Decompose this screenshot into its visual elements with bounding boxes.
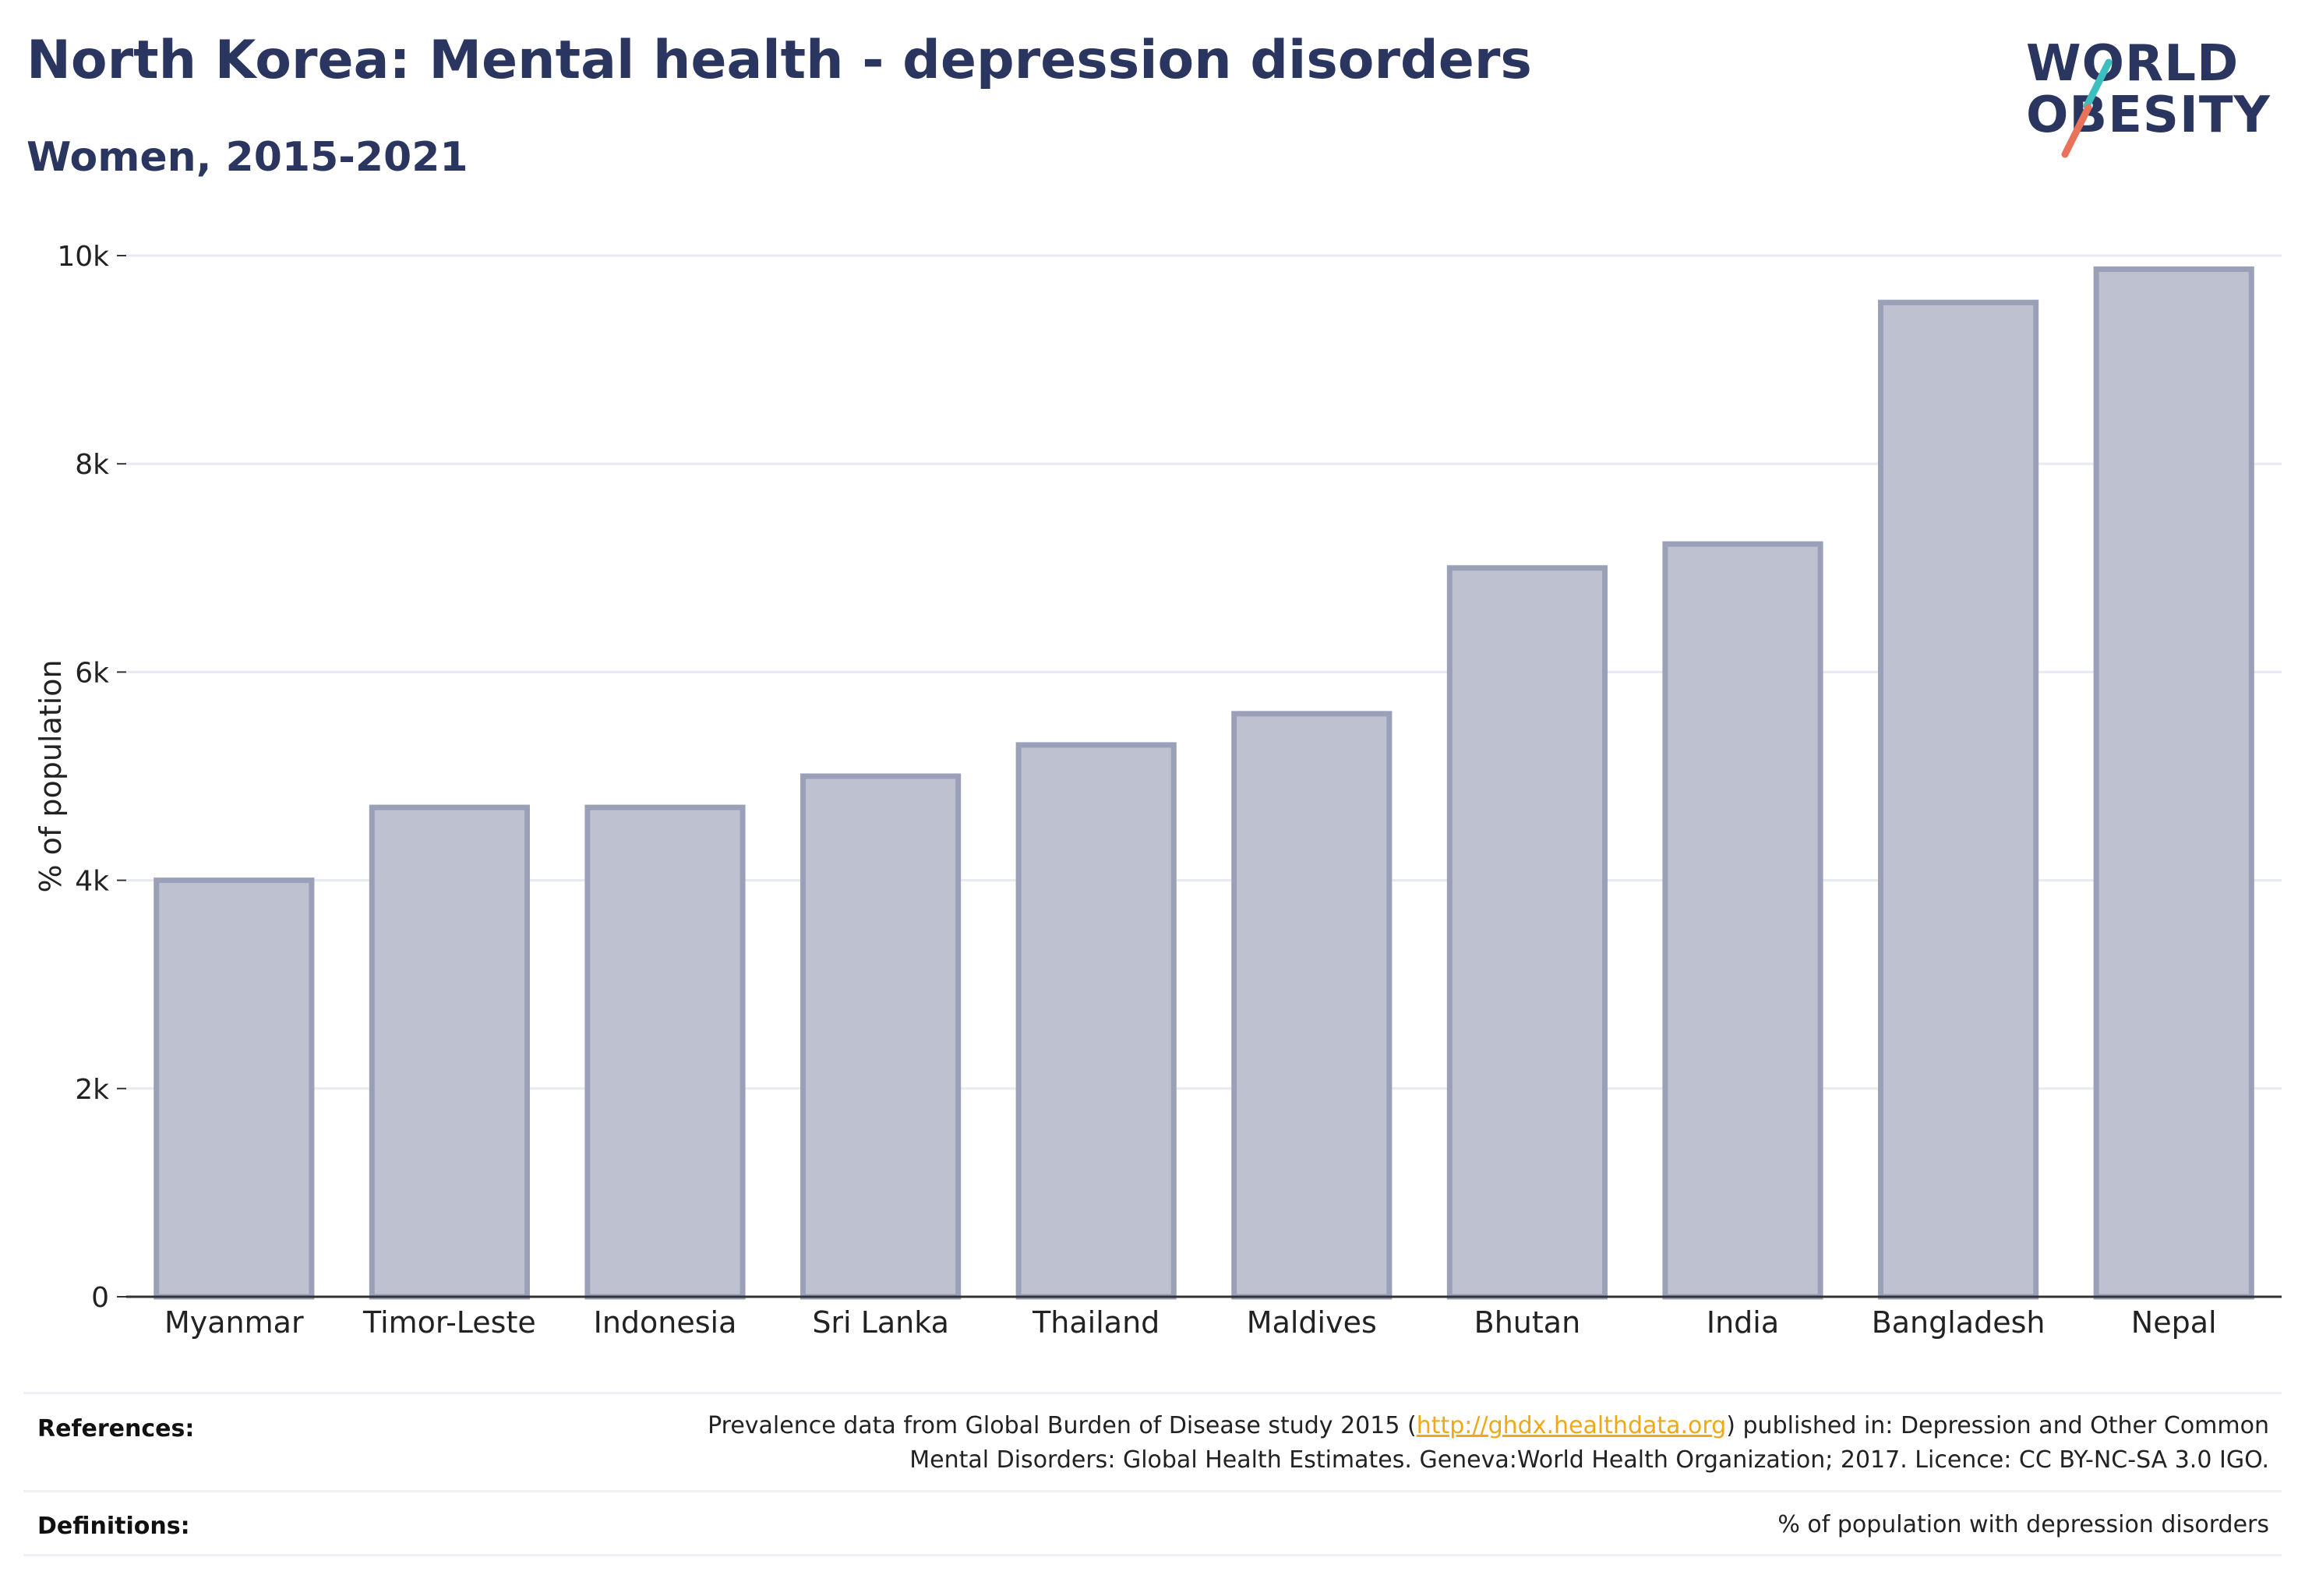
bar-bhutan: [1446, 565, 1608, 1300]
bar-nepal: [2093, 266, 2254, 1300]
definitions-label: Definitions:: [37, 1513, 190, 1540]
footer-divider-bottom: [23, 1554, 2282, 1556]
bar-india: [1662, 541, 1823, 1300]
y-tick-label: 8k: [75, 449, 109, 481]
bars: [154, 266, 2254, 1300]
chart-title: North Korea: Mental health - depression …: [26, 30, 1532, 91]
bar-myanmar: [154, 877, 315, 1300]
chart-subtitle: Women, 2015-2021: [26, 134, 468, 181]
references-line1-pre: Prevalence data from Global Burden of Di…: [708, 1412, 1417, 1439]
bar-sri-lanka: [800, 773, 962, 1300]
x-tick-label: Indonesia: [594, 1305, 737, 1340]
x-tick-label: Myanmar: [164, 1305, 304, 1340]
y-tick-label: 4k: [75, 866, 109, 898]
definitions-text: % of population with depression disorder…: [1777, 1511, 2269, 1538]
footer-divider-top: [23, 1392, 2282, 1394]
logo-line-obesity: OBESITY: [2026, 87, 2271, 144]
y-tick-label: 10k: [57, 241, 109, 273]
references-label: References:: [37, 1415, 195, 1442]
y-tick-label: 6k: [75, 657, 109, 689]
x-tick-label: Maldives: [1247, 1305, 1377, 1340]
x-tick-label: Bangladesh: [1872, 1305, 2046, 1340]
x-tick-label: Bhutan: [1474, 1305, 1581, 1340]
x-tick-label: Sri Lanka: [812, 1305, 949, 1340]
bar-indonesia: [584, 804, 746, 1300]
logo-slash-icon: [2061, 58, 2113, 158]
references-text: Prevalence data from Global Burden of Di…: [708, 1409, 2269, 1478]
bar-thailand: [1015, 742, 1177, 1300]
bar-chart: 0 2k 4k 6k 8k 10k Myanmar Timor-Leste Indonesia S…: [34, 241, 2282, 1340]
axes: 0 2k 4k 6k 8k 10k Myanmar Timor-Leste Indonesia S…: [57, 241, 2282, 1340]
y-axis-title: % of population: [34, 659, 68, 892]
references-line2: Mental Disorders: Global Health Estimate…: [909, 1446, 2269, 1474]
references-link[interactable]: http://ghdx.healthdata.org: [1416, 1412, 1727, 1439]
logo-line-world: WORLD: [2026, 35, 2240, 93]
references-line1-post: ) published in: Depression and Other Com…: [1726, 1412, 2269, 1439]
bar-maldives: [1231, 711, 1393, 1300]
y-tick-label: 0: [91, 1282, 109, 1314]
x-tick-label: Timor-Leste: [362, 1305, 536, 1340]
x-tick-label: Nepal: [2131, 1305, 2217, 1340]
world-obesity-logo: WORLD OBESITY: [2026, 39, 2291, 164]
x-tick-label: Thailand: [1032, 1305, 1160, 1340]
bar-bangladesh: [1878, 299, 2039, 1300]
y-tick-label: 2k: [75, 1074, 109, 1106]
bar-timor-leste: [369, 804, 530, 1300]
x-tick-label: India: [1707, 1305, 1779, 1340]
references-line1: Prevalence data from Global Burden of Di…: [708, 1409, 2269, 1443]
footer-divider-middle: [23, 1490, 2282, 1492]
